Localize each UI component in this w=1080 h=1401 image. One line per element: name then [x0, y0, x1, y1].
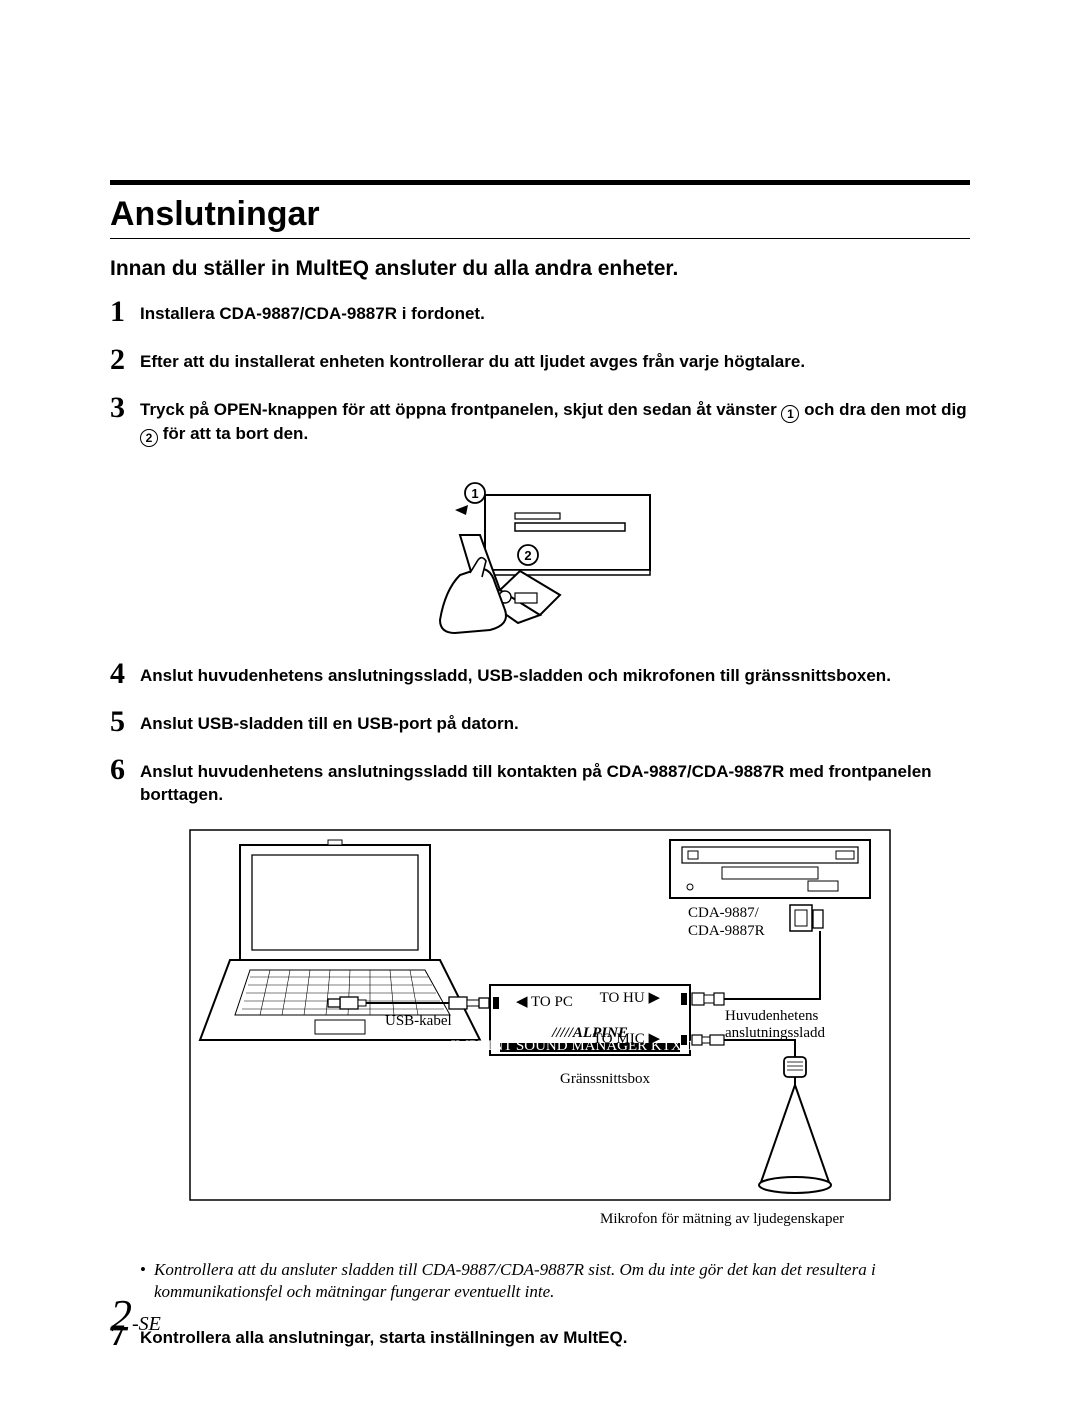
step-6: 6 Anslut huvudenhetens anslutningssladd … [110, 755, 970, 807]
step-3: 3 Tryck på OPEN-knappen för att öppna fr… [110, 393, 970, 447]
laptop-icon [200, 840, 480, 1040]
thin-rule [110, 238, 970, 239]
step3-part-d: för att ta bort den. [158, 424, 308, 443]
interface-box-icon: /////ALPINE IMPRINT SOUND MANAGER KTX-10… [451, 985, 730, 1055]
subtitle: Innan du ställer in MultEQ ansluter du a… [110, 257, 970, 281]
step-text: Anslut huvudenhetens anslutningssladd, U… [140, 659, 891, 688]
heavy-rule [110, 180, 970, 185]
step-number: 5 [110, 707, 140, 737]
interface-box-label: Gränssnittsbox [560, 1071, 651, 1087]
usb-cable-label: USB-kabel [385, 1013, 452, 1029]
steps-list-final: 7 Kontrollera alla anslutningar, starta … [110, 1321, 970, 1351]
step-number: 1 [110, 297, 140, 327]
step-number: 4 [110, 659, 140, 689]
step-text: Anslut huvudenhetens anslutningssladd ti… [140, 755, 970, 807]
figure-connection-diagram: CDA-9887/ CDA-9887R /////ALPINE IMPRINT … [110, 825, 970, 1235]
step-4: 4 Anslut huvudenhetens anslutningssladd,… [110, 659, 970, 689]
note-list: Kontrollera att du ansluter sladden till… [110, 1259, 970, 1303]
step-7: 7 Kontrollera alla anslutningar, starta … [110, 1321, 970, 1351]
step-number: 6 [110, 755, 140, 785]
step-number: 3 [110, 393, 140, 423]
step-2: 2 Efter att du installerat enheten kontr… [110, 345, 970, 375]
hu-cable-label-2: anslutningssladd [725, 1025, 825, 1041]
to-pc-label: ◀ TO PC [516, 994, 573, 1010]
mic-caption: Mikrofon för mätning av ljudegenskaper [600, 1211, 844, 1227]
step3-part-a: Tryck på [140, 400, 214, 419]
to-hu-label: TO HU ▶ [600, 990, 661, 1006]
hu-cable-icon [692, 931, 820, 1005]
steps-list: 1 Installera CDA-9887/CDA-9887R i fordon… [110, 297, 970, 447]
note-item: Kontrollera att du ansluter sladden till… [140, 1259, 970, 1303]
svg-text:1: 1 [471, 486, 478, 501]
section-title: Anslutningar [110, 195, 970, 234]
hu-cable-label-1: Huvudenhetens [725, 1008, 818, 1024]
svg-text:2: 2 [524, 548, 531, 563]
circled-2-icon: 2 [140, 429, 158, 447]
page-suffix: -SE [132, 1313, 161, 1335]
figure-front-panel: 1 2 [110, 465, 970, 635]
to-mic-label: TO MIC ▶ [593, 1031, 661, 1047]
step-number: 2 [110, 345, 140, 375]
open-button-label: OPEN [214, 400, 262, 419]
step3-part-b: -knappen för att öppna frontpanelen, skj… [262, 400, 782, 419]
step-text: Efter att du installerat enheten kontrol… [140, 345, 805, 374]
step-5: 5 Anslut USB-sladden till en USB-port på… [110, 707, 970, 737]
step-text: Kontrollera alla anslutningar, starta in… [140, 1321, 627, 1350]
microphone-icon [759, 1057, 831, 1193]
step-1: 1 Installera CDA-9887/CDA-9887R i fordon… [110, 297, 970, 327]
device-label-1: CDA-9887/ [688, 905, 760, 921]
step-text: Installera CDA-9887/CDA-9887R i fordonet… [140, 297, 485, 326]
page-number: 2 [110, 1291, 132, 1340]
step3-part-c: och dra den mot dig [799, 400, 966, 419]
mic-cable-icon [692, 1035, 795, 1075]
step-text: Anslut USB-sladden till en USB-port på d… [140, 707, 519, 736]
model-label: IMPRINT SOUND MANAGER KTX-100EQ [451, 1038, 730, 1054]
head-unit-icon [670, 840, 870, 898]
page-footer: 2-SE [110, 1290, 161, 1341]
circled-1-icon: 1 [781, 405, 799, 423]
steps-list-cont: 4 Anslut huvudenhetens anslutningssladd,… [110, 659, 970, 807]
device-label-2: CDA-9887R [688, 923, 765, 939]
step-text: Tryck på OPEN-knappen för att öppna fron… [140, 393, 970, 447]
